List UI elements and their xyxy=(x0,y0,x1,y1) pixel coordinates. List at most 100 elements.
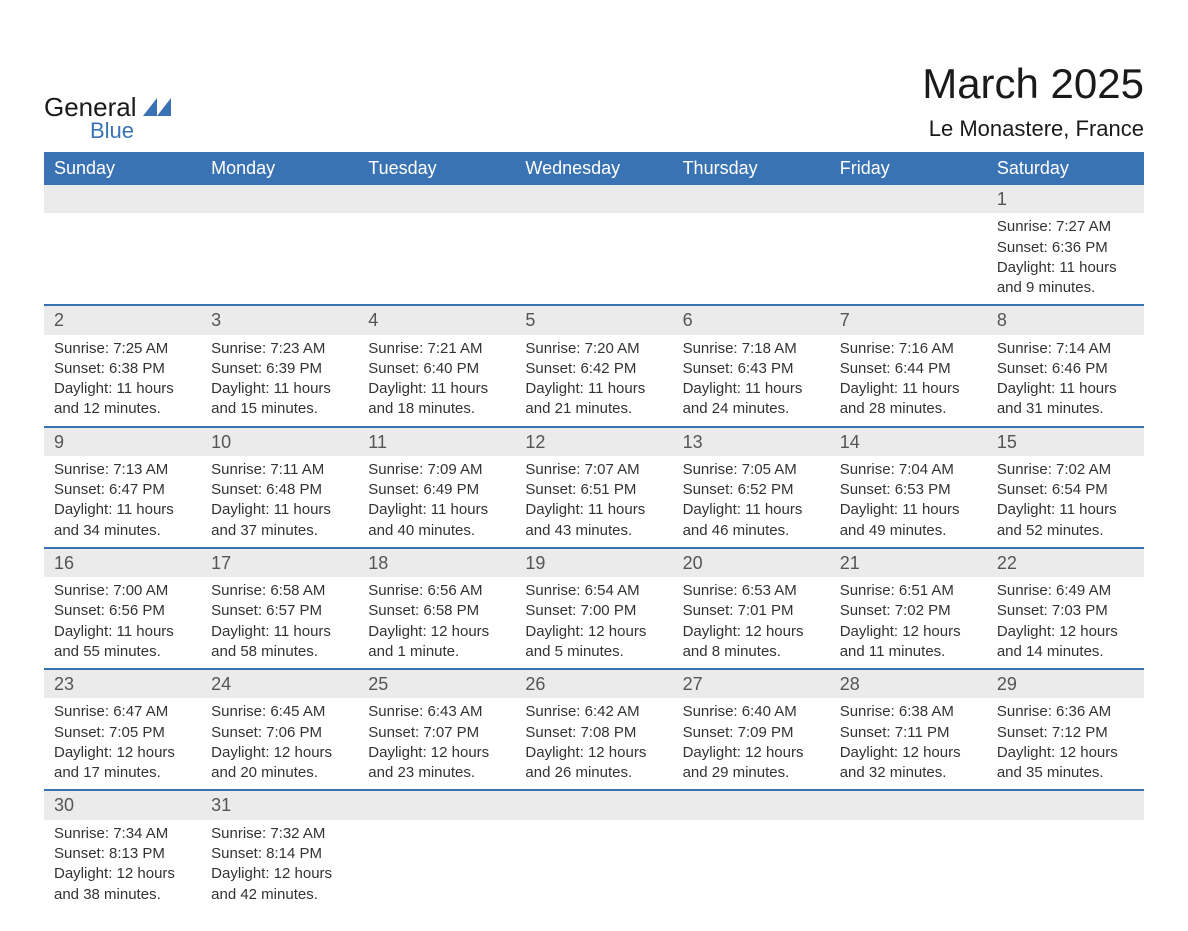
day-detail-cell xyxy=(673,820,830,911)
day-number-cell xyxy=(515,790,672,819)
day-detail-cell: Sunrise: 7:32 AMSunset: 8:14 PMDaylight:… xyxy=(201,820,358,911)
day-detail-cell xyxy=(830,213,987,305)
sunrise-text: Sunrise: 7:04 AM xyxy=(840,460,977,480)
day-detail-cell xyxy=(830,820,987,911)
daylight-text-2: and 12 minutes. xyxy=(54,399,191,419)
day-detail-cell: Sunrise: 6:53 AMSunset: 7:01 PMDaylight:… xyxy=(673,577,830,669)
day-number-cell: 30 xyxy=(44,790,201,819)
day-detail-cell xyxy=(358,820,515,911)
sunrise-text: Sunrise: 7:09 AM xyxy=(368,460,505,480)
sunset-text: Sunset: 7:07 PM xyxy=(368,723,505,743)
daylight-text-2: and 40 minutes. xyxy=(368,521,505,541)
day-number-cell xyxy=(358,790,515,819)
day-detail-row: Sunrise: 7:27 AMSunset: 6:36 PMDaylight:… xyxy=(44,213,1144,305)
day-detail-cell: Sunrise: 7:14 AMSunset: 6:46 PMDaylight:… xyxy=(987,335,1144,427)
sunset-text: Sunset: 6:40 PM xyxy=(368,359,505,379)
day-number-cell: 26 xyxy=(515,669,672,698)
day-detail-row: Sunrise: 7:13 AMSunset: 6:47 PMDaylight:… xyxy=(44,456,1144,548)
day-number-cell xyxy=(44,185,201,213)
page-header: General Blue March 2025 Le Monastere, Fr… xyxy=(44,20,1144,142)
daylight-text-1: Daylight: 11 hours xyxy=(683,379,820,399)
daylight-text-2: and 49 minutes. xyxy=(840,521,977,541)
day-detail-cell: Sunrise: 7:02 AMSunset: 6:54 PMDaylight:… xyxy=(987,456,1144,548)
day-number-cell: 23 xyxy=(44,669,201,698)
daylight-text-2: and 42 minutes. xyxy=(211,885,348,905)
daylight-text-2: and 34 minutes. xyxy=(54,521,191,541)
sunrise-text: Sunrise: 7:34 AM xyxy=(54,824,191,844)
daylight-text-1: Daylight: 12 hours xyxy=(997,743,1134,763)
daylight-text-1: Daylight: 11 hours xyxy=(211,622,348,642)
sunset-text: Sunset: 6:38 PM xyxy=(54,359,191,379)
sunrise-text: Sunrise: 6:56 AM xyxy=(368,581,505,601)
weekday-header-row: Sunday Monday Tuesday Wednesday Thursday… xyxy=(44,152,1144,185)
daylight-text-1: Daylight: 11 hours xyxy=(54,500,191,520)
day-detail-cell: Sunrise: 7:25 AMSunset: 6:38 PMDaylight:… xyxy=(44,335,201,427)
sunrise-text: Sunrise: 7:18 AM xyxy=(683,339,820,359)
sunset-text: Sunset: 6:51 PM xyxy=(525,480,662,500)
daylight-text-2: and 15 minutes. xyxy=(211,399,348,419)
day-number-cell: 18 xyxy=(358,548,515,577)
day-number-cell: 7 xyxy=(830,305,987,334)
day-number-cell: 27 xyxy=(673,669,830,698)
day-number-cell: 9 xyxy=(44,427,201,456)
day-number-cell: 19 xyxy=(515,548,672,577)
sunset-text: Sunset: 8:13 PM xyxy=(54,844,191,864)
daylight-text-1: Daylight: 12 hours xyxy=(211,743,348,763)
logo-word1: General xyxy=(44,94,137,120)
daylight-text-2: and 37 minutes. xyxy=(211,521,348,541)
sunrise-text: Sunrise: 6:54 AM xyxy=(525,581,662,601)
sunset-text: Sunset: 7:12 PM xyxy=(997,723,1134,743)
sunrise-text: Sunrise: 6:43 AM xyxy=(368,702,505,722)
sunset-text: Sunset: 7:11 PM xyxy=(840,723,977,743)
day-number-cell: 16 xyxy=(44,548,201,577)
day-number-cell: 22 xyxy=(987,548,1144,577)
day-detail-cell: Sunrise: 7:07 AMSunset: 6:51 PMDaylight:… xyxy=(515,456,672,548)
day-number-cell: 15 xyxy=(987,427,1144,456)
day-number-cell xyxy=(830,185,987,213)
sunrise-text: Sunrise: 7:13 AM xyxy=(54,460,191,480)
weekday-header: Tuesday xyxy=(358,152,515,185)
sunrise-text: Sunrise: 7:21 AM xyxy=(368,339,505,359)
daylight-text-2: and 52 minutes. xyxy=(997,521,1134,541)
day-detail-row: Sunrise: 7:25 AMSunset: 6:38 PMDaylight:… xyxy=(44,335,1144,427)
daylight-text-1: Daylight: 12 hours xyxy=(840,622,977,642)
daylight-text-2: and 9 minutes. xyxy=(997,278,1134,298)
day-number-cell xyxy=(673,185,830,213)
day-detail-cell xyxy=(673,213,830,305)
daylight-text-2: and 32 minutes. xyxy=(840,763,977,783)
daylight-text-1: Daylight: 11 hours xyxy=(683,500,820,520)
daylight-text-2: and 14 minutes. xyxy=(997,642,1134,662)
day-detail-cell: Sunrise: 6:58 AMSunset: 6:57 PMDaylight:… xyxy=(201,577,358,669)
sunset-text: Sunset: 6:42 PM xyxy=(525,359,662,379)
day-number-cell xyxy=(987,790,1144,819)
sunset-text: Sunset: 6:44 PM xyxy=(840,359,977,379)
daylight-text-1: Daylight: 12 hours xyxy=(368,622,505,642)
logo-triangle-icon xyxy=(143,98,171,116)
daylight-text-1: Daylight: 12 hours xyxy=(683,622,820,642)
day-detail-cell: Sunrise: 6:54 AMSunset: 7:00 PMDaylight:… xyxy=(515,577,672,669)
sunset-text: Sunset: 7:05 PM xyxy=(54,723,191,743)
daylight-text-1: Daylight: 11 hours xyxy=(368,500,505,520)
sunrise-text: Sunrise: 6:40 AM xyxy=(683,702,820,722)
daylight-text-1: Daylight: 12 hours xyxy=(54,864,191,884)
sunset-text: Sunset: 7:01 PM xyxy=(683,601,820,621)
daylight-text-1: Daylight: 11 hours xyxy=(525,379,662,399)
day-number-cell: 11 xyxy=(358,427,515,456)
day-detail-cell: Sunrise: 7:05 AMSunset: 6:52 PMDaylight:… xyxy=(673,456,830,548)
day-detail-cell: Sunrise: 7:16 AMSunset: 6:44 PMDaylight:… xyxy=(830,335,987,427)
day-number-cell: 25 xyxy=(358,669,515,698)
daylight-text-2: and 1 minute. xyxy=(368,642,505,662)
sunset-text: Sunset: 6:56 PM xyxy=(54,601,191,621)
sunrise-text: Sunrise: 7:14 AM xyxy=(997,339,1134,359)
sunrise-text: Sunrise: 6:49 AM xyxy=(997,581,1134,601)
daylight-text-2: and 35 minutes. xyxy=(997,763,1134,783)
day-number-cell xyxy=(830,790,987,819)
day-number-cell: 21 xyxy=(830,548,987,577)
day-number-cell: 13 xyxy=(673,427,830,456)
daylight-text-2: and 20 minutes. xyxy=(211,763,348,783)
sunrise-text: Sunrise: 6:51 AM xyxy=(840,581,977,601)
daylight-text-1: Daylight: 12 hours xyxy=(525,622,662,642)
day-number-row: 23242526272829 xyxy=(44,669,1144,698)
day-detail-cell: Sunrise: 7:11 AMSunset: 6:48 PMDaylight:… xyxy=(201,456,358,548)
daylight-text-1: Daylight: 12 hours xyxy=(368,743,505,763)
